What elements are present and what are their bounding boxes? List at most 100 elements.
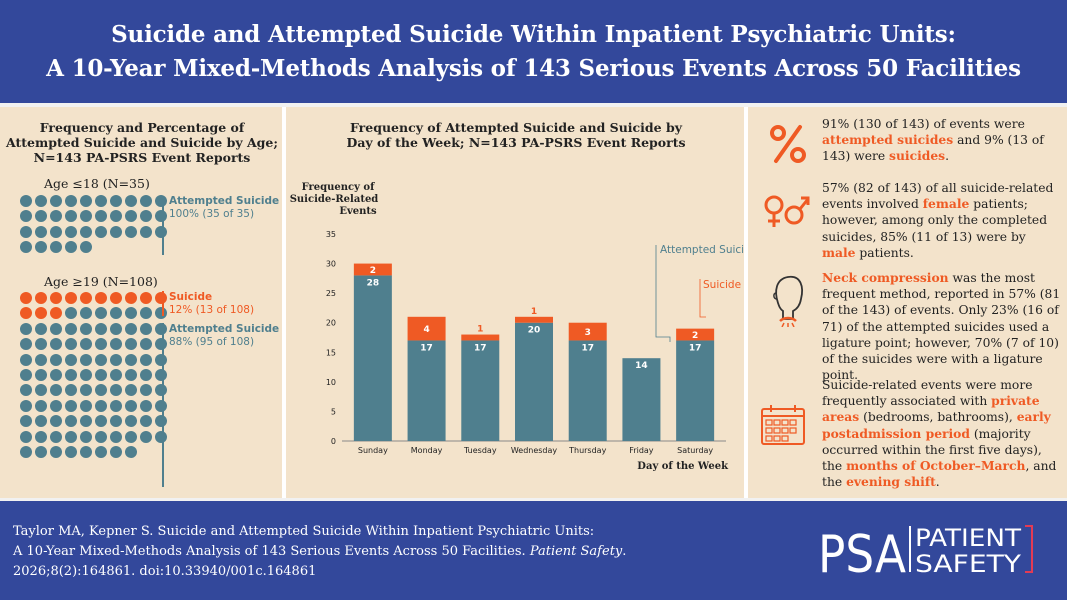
age-group-2-label: Age ≥19 (N=108) xyxy=(44,274,158,289)
citation-line: 2026;8(2):164861. doi:10.33940/001c.1648… xyxy=(13,564,317,579)
gender-icon xyxy=(764,195,810,227)
bar-label-attempted: 17 xyxy=(474,343,487,353)
fact-highlight: Neck compression xyxy=(822,270,949,285)
attempted-suicide-dot xyxy=(35,445,47,458)
attempted-suicide-dot xyxy=(110,445,122,458)
attempted-suicide-dot xyxy=(35,195,47,207)
attempted-suicide-dot xyxy=(95,225,107,238)
fact-highlight: private areas xyxy=(822,393,1040,425)
suicide-dot xyxy=(65,292,77,304)
attempted-annotation-line: Attempted Suicide xyxy=(660,244,744,256)
attempted-suicide-dot xyxy=(20,445,32,458)
suicide-dot xyxy=(95,292,107,304)
attempted-suicide-dot xyxy=(110,210,122,223)
bar-attempted-tuesday xyxy=(461,340,500,441)
attempted-suicide-dot xyxy=(35,384,47,397)
y-tick-label: 10 xyxy=(326,378,336,387)
y-tick-label: 15 xyxy=(326,348,336,357)
attempted-suicide-dot xyxy=(35,368,47,381)
fact-highlight: attempted suicides xyxy=(822,132,954,148)
citation-text: A 10-Year Mixed-Methods Analysis of 143 … xyxy=(13,544,530,559)
attempted-suicide-dot xyxy=(50,210,62,223)
fact-context: Suicide-related events were more frequen… xyxy=(822,377,1062,490)
fact-text: , and the xyxy=(822,459,1057,490)
attempted-suicide-dot xyxy=(50,225,62,238)
y-tick-label: 25 xyxy=(326,289,336,298)
attempted-suicide-dot xyxy=(65,445,77,458)
attempted-suicide-dot xyxy=(20,430,32,443)
attempted-suicide-dot xyxy=(140,322,152,335)
attempted-suicide-dot xyxy=(80,353,92,366)
suicide-dot xyxy=(80,292,92,304)
title-line-1: Suicide and Attempted Suicide Within Inp… xyxy=(111,20,956,48)
x-tick-label: Wednesday xyxy=(511,446,558,455)
attempted-suicide-dot xyxy=(80,338,92,351)
suicide-dot xyxy=(140,292,152,304)
x-tick-label: Tuesday xyxy=(463,446,497,455)
fact-text: 91% (130 of 143) of events were xyxy=(822,117,1025,131)
fact-text: . xyxy=(945,149,950,164)
calendar-icon xyxy=(761,405,805,445)
age-title-line: Attempted Suicide and Suicide by Age; xyxy=(6,135,278,150)
attempted-suicide-dot xyxy=(95,430,107,443)
attempted-suicide-dot xyxy=(125,415,137,428)
bar-label-suicide: 2 xyxy=(370,266,376,276)
y-tick-label: 35 xyxy=(326,230,336,239)
bar-suicide-wednesday xyxy=(515,316,553,323)
attempted-suicide-dot xyxy=(80,445,92,458)
bar-label-suicide: 3 xyxy=(585,328,591,338)
attempted-suicide-dot xyxy=(35,225,47,238)
fact-text: patients. xyxy=(855,245,914,260)
bar-suicide-thursday xyxy=(568,322,607,341)
attempted-suicide-dot xyxy=(95,368,107,381)
attempted-suicide-dot xyxy=(80,399,92,412)
suicide-dot xyxy=(35,307,47,320)
suicide-dot xyxy=(125,292,137,304)
attempted-suicide-dot xyxy=(65,353,77,366)
age-panel: Frequency and Percentage of Attempted Su… xyxy=(0,107,282,498)
fact-highlight: female xyxy=(922,196,970,212)
fact-text: (majority occurred within the first five… xyxy=(822,426,1042,474)
fact-method: Neck compression was the most frequent m… xyxy=(822,270,1062,383)
attempted-suicide-dot xyxy=(35,210,47,223)
attempted-suicide-dot xyxy=(80,415,92,428)
attempted-suicide-dot xyxy=(20,384,32,397)
y-tick-label: 30 xyxy=(326,260,336,269)
attempted-suicide-dot xyxy=(35,399,47,412)
suicide-dot xyxy=(155,292,167,304)
logo-word-patient: PATIENT xyxy=(915,524,1021,552)
attempted-suicide-dot xyxy=(125,445,137,458)
x-tick-label: Sunday xyxy=(358,446,388,455)
x-tick-group: Sunday Monday Tuesday Wednesday Thursday Frid… xyxy=(358,446,714,455)
attempted-suicide-dot xyxy=(35,415,47,428)
legend-stat: 12% (13 of 108) xyxy=(169,304,255,316)
percent-icon xyxy=(770,125,806,163)
header-divider xyxy=(0,103,1067,107)
attempted-suicide-dot xyxy=(140,307,152,320)
header-banner: Suicide and Attempted Suicide Within Inp… xyxy=(0,0,1067,103)
attempted-suicide-dot xyxy=(155,399,167,412)
bar-label-attempted: 17 xyxy=(420,343,433,353)
logo-bracket xyxy=(1025,525,1033,573)
fact-text: . xyxy=(935,475,940,490)
y-axis-title-line: Frequency of xyxy=(302,182,376,193)
attempted-suicide-dot xyxy=(155,307,167,320)
suicide-dot xyxy=(35,292,47,304)
footer-banner xyxy=(0,498,1067,600)
attempted-suicide-dot xyxy=(35,353,47,366)
age-group-1-dot-grid xyxy=(20,195,168,254)
attempted-suicide-dot xyxy=(155,338,167,351)
y-tick-label: 5 xyxy=(331,407,336,416)
attempted-suicide-dot xyxy=(65,399,77,412)
legend-stat: 100% (35 of 35) xyxy=(169,208,255,220)
attempted-suicide-dot xyxy=(140,384,152,397)
fact-highlight: early postadmission period xyxy=(822,409,1051,441)
bar-attempted-thursday xyxy=(568,340,607,441)
attempted-suicide-dot xyxy=(65,338,77,351)
attempted-suicide-dot xyxy=(80,368,92,381)
attempted-suicide-dot xyxy=(125,225,137,238)
age-title-line: N=143 PA-PSRS Event Reports xyxy=(33,150,251,165)
attempted-suicide-dot xyxy=(65,322,77,335)
age-group-2-attempted-bracket xyxy=(162,323,164,487)
bar-suicide-saturday xyxy=(676,328,715,341)
